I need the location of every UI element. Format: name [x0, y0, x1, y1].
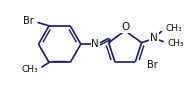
Text: O: O [121, 22, 129, 32]
Text: Br: Br [147, 60, 158, 70]
Text: N: N [150, 33, 158, 43]
Text: Br: Br [23, 17, 34, 26]
Text: CH₃: CH₃ [22, 65, 39, 74]
Text: N: N [91, 39, 99, 49]
Text: CH₃: CH₃ [168, 39, 184, 48]
Text: CH₃: CH₃ [166, 24, 182, 33]
